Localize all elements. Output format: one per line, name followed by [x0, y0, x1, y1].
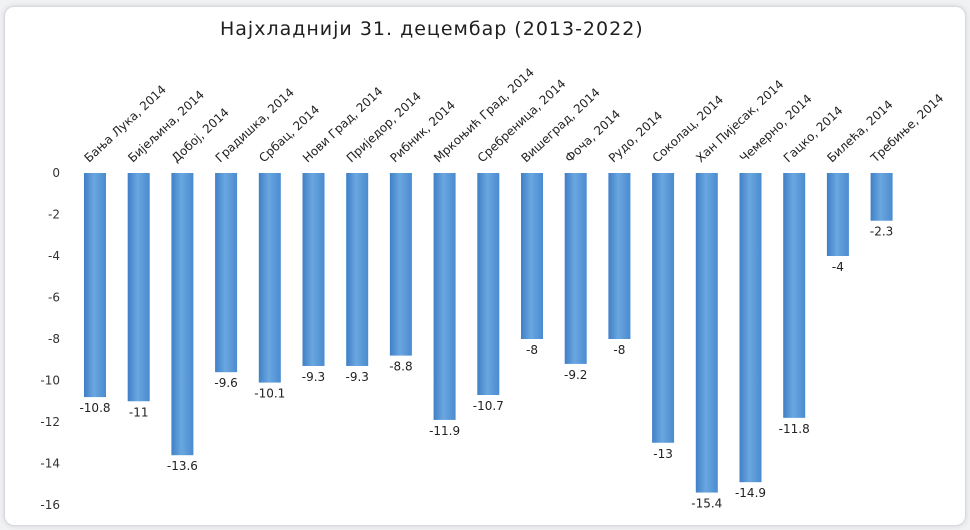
category-label: Нови Град, 2014 [300, 84, 385, 165]
category-label: Соколац, 2014 [650, 92, 727, 165]
bar [826, 173, 849, 256]
bar [215, 173, 238, 373]
data-label: -11.8 [779, 422, 810, 436]
y-tick-label: -16 [40, 498, 60, 512]
data-label: -8 [613, 343, 625, 357]
y-tick-label: -12 [40, 415, 60, 429]
bar [652, 173, 675, 443]
data-label: -13 [653, 447, 673, 461]
y-tick-label: -8 [48, 332, 60, 346]
bar [695, 173, 718, 493]
bar [389, 173, 412, 356]
category-label: Приједор, 2014 [344, 89, 424, 165]
bar [608, 173, 631, 339]
y-axis: 0 -2 -4 -6 -8 -10 -12 -14 -16 [40, 166, 60, 512]
data-label: -2.3 [870, 225, 893, 239]
bar [302, 173, 325, 366]
y-tick-label: -6 [48, 291, 60, 305]
bar [127, 173, 150, 402]
chart-title: Најхладнији 31. децембар (2013-2022) [220, 18, 644, 40]
bar [783, 173, 806, 418]
y-tick-label: 0 [52, 166, 60, 180]
data-label: -11.9 [429, 424, 460, 438]
y-tick-label: -10 [40, 374, 60, 388]
category-label: Требиње, 2014 [867, 91, 946, 166]
data-label: -9.3 [345, 370, 368, 384]
category-label: Вишеград, 2014 [518, 85, 602, 165]
data-label: -10.1 [254, 387, 285, 401]
bar [258, 173, 281, 383]
category-label: Градишка, 2014 [213, 85, 297, 165]
data-label: -8.8 [389, 360, 412, 374]
bar [477, 173, 500, 396]
bar [564, 173, 587, 364]
y-tick-label: -14 [40, 457, 60, 471]
y-tick-label: -4 [48, 249, 60, 263]
bar [433, 173, 456, 420]
data-label: -10.7 [473, 399, 504, 413]
data-labels: -10.8 -11-13.6-9.6-10.1-9.3 -9.3-8.8-11.9-… [79, 225, 893, 511]
category-label: Бања Лука, 2014 [81, 82, 168, 165]
data-label: -4 [832, 260, 844, 274]
data-label: -15.4 [691, 497, 722, 511]
bar [521, 173, 543, 339]
bar [84, 173, 106, 398]
bar [739, 173, 762, 483]
data-label: -11 [129, 405, 149, 419]
bar [171, 173, 194, 456]
y-tick-label: -2 [48, 208, 60, 222]
data-label: -9.3 [302, 370, 325, 384]
data-label: -10.8 [79, 401, 110, 415]
data-label: -14.9 [735, 486, 766, 500]
data-label: -13.6 [167, 459, 198, 473]
bar [346, 173, 369, 366]
category-label: Бијељина, 2014 [125, 88, 207, 166]
bar [870, 173, 893, 221]
data-label: -9.6 [214, 376, 237, 390]
bars [84, 173, 893, 493]
data-label: -9.2 [564, 368, 587, 382]
data-label: -8 [526, 343, 538, 357]
